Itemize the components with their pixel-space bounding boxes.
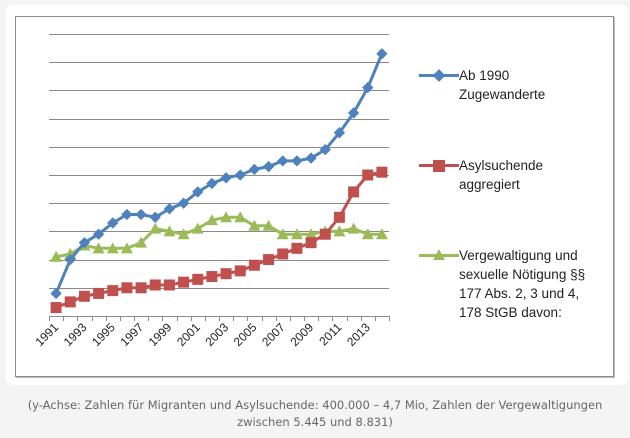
x-tick-label: 1999 [146, 320, 175, 349]
data-point-triangle [347, 222, 360, 234]
data-point-diamond [277, 155, 289, 167]
data-point-square [135, 282, 147, 294]
data-point-triangle [262, 219, 275, 231]
data-point-triangle [120, 242, 133, 254]
x-tick-label: 2007 [259, 320, 288, 349]
caption-line: (y-Achse: Zahlen für Migranten und Asyls… [27, 398, 603, 412]
data-point-triangle [106, 242, 119, 254]
data-point-square [178, 276, 190, 288]
series-diamond [50, 48, 388, 300]
data-point-square [362, 169, 374, 181]
data-point-diamond [50, 287, 62, 300]
data-point-square [163, 279, 175, 291]
data-point-triangle [290, 228, 303, 240]
x-tick-label: 2011 [316, 320, 344, 348]
data-point-square [348, 186, 360, 198]
data-point-triangle [135, 236, 148, 248]
data-point-diamond [149, 211, 161, 223]
data-point-triangle [92, 242, 105, 254]
data-point-diamond [376, 48, 388, 60]
data-point-square [93, 287, 105, 299]
x-tick-label: 2013 [344, 320, 373, 349]
data-point-triangle [248, 219, 261, 231]
data-point-square [277, 248, 289, 260]
data-point-diamond [220, 172, 232, 184]
data-point-square [333, 211, 345, 223]
data-point-square [149, 279, 161, 291]
chart-caption: (y-Achse: Zahlen für Migranten und Asyls… [0, 397, 630, 431]
series-line [55, 170, 383, 309]
x-axis: 1991 1993 1995 1997 1999 2001 2003 2005 2007 2009… [32, 316, 390, 349]
data-point-square [64, 296, 76, 308]
legend-label-line: Vergewaltigung und [459, 248, 578, 263]
data-point-triangle [333, 225, 346, 237]
data-point-triangle [163, 225, 176, 237]
data-point-square [234, 265, 246, 277]
data-point-diamond [177, 197, 190, 209]
data-point-triangle [234, 211, 247, 223]
x-tick-label: 1993 [61, 320, 90, 349]
legend-square-icon [419, 160, 459, 172]
legend-item-zugewanderte: Ab 1990 Zugewanderte [419, 66, 545, 104]
x-tick-label: 2005 [231, 320, 260, 349]
data-point-triangle [361, 228, 374, 240]
data-point-square [291, 242, 303, 254]
data-point-diamond [319, 143, 331, 156]
x-tick-label: 2001 [174, 320, 203, 349]
x-tick-label: 1991 [32, 320, 61, 349]
legend-label-line: Asylsuchende [459, 158, 544, 173]
data-point-triangle [205, 214, 218, 226]
legend-item-vergewaltigung: Vergewaltigung und sexuelle Nötigung §§ … [419, 246, 585, 322]
legend-label-line: Ab 1990 [459, 68, 510, 83]
data-point-triangle [177, 228, 190, 240]
data-point-square [107, 285, 119, 297]
data-point-square [319, 228, 331, 240]
x-tick-label: 1995 [89, 320, 118, 349]
series-square [50, 166, 388, 314]
caption-line: zwischen 5.445 und 8.831) [237, 415, 393, 429]
data-point-square [263, 254, 275, 266]
legend-item-asylsuchende: Asylsuchende aggregiert [419, 156, 543, 194]
legend-label-line: aggregiert [459, 177, 520, 192]
data-point-diamond [234, 169, 246, 181]
x-tick-label: 2003 [202, 320, 231, 349]
x-tick-label: 2009 [287, 320, 316, 349]
data-point-square [206, 271, 218, 283]
data-point-square [121, 282, 133, 294]
data-point-diamond [135, 208, 147, 221]
legend-label-line: sexuelle Nötigung §§ [459, 267, 586, 282]
data-point-square [78, 290, 90, 302]
data-point-square [50, 302, 62, 314]
data-point-square [305, 237, 317, 249]
legend-label-line: Zugewanderte [459, 87, 546, 102]
x-tick-label: 1997 [117, 320, 146, 349]
data-point-square [376, 166, 388, 178]
legend-label-line: 178 StGB davon: [459, 305, 562, 320]
legend-triangle-icon [419, 249, 459, 260]
data-point-diamond [163, 203, 176, 215]
data-point-triangle [50, 250, 63, 262]
data-point-square [192, 273, 204, 285]
data-point-triangle [305, 228, 318, 240]
data-point-diamond [262, 160, 275, 173]
data-point-triangle [191, 222, 204, 234]
data-point-diamond [206, 177, 218, 190]
data-point-square [248, 259, 260, 271]
data-point-triangle [149, 222, 162, 234]
data-point-diamond [305, 152, 317, 164]
data-point-diamond [248, 163, 261, 176]
data-point-diamond [291, 155, 303, 167]
series-group [50, 48, 388, 314]
data-point-square [220, 268, 232, 280]
series-line [54, 53, 384, 294]
legend-diamond-icon [419, 69, 459, 82]
data-point-triangle [276, 228, 289, 240]
data-point-diamond [192, 186, 204, 198]
legend-label-line: 177 Abs. 2, 3 und 4, [459, 286, 580, 301]
data-point-triangle [375, 228, 388, 240]
data-point-diamond [333, 127, 346, 139]
data-point-triangle [220, 211, 233, 223]
data-point-diamond [362, 81, 374, 94]
